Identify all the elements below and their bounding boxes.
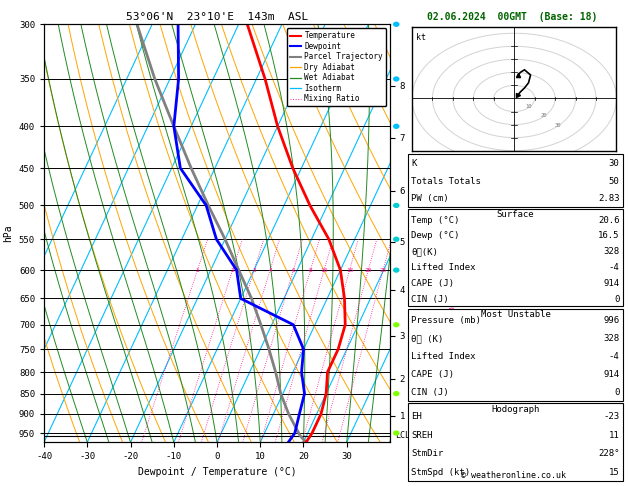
Text: 2: 2 <box>231 268 235 273</box>
Text: EH: EH <box>411 412 422 421</box>
Text: CAPE (J): CAPE (J) <box>411 279 454 288</box>
Text: 6: 6 <box>291 268 295 273</box>
Text: 3: 3 <box>252 268 256 273</box>
Text: 328: 328 <box>603 247 620 256</box>
Text: 20: 20 <box>540 113 547 118</box>
Text: -23: -23 <box>603 412 620 421</box>
Text: 25: 25 <box>379 268 387 273</box>
Text: 328: 328 <box>603 334 620 344</box>
Text: Dewp (°C): Dewp (°C) <box>411 231 460 241</box>
Text: 20: 20 <box>365 268 372 273</box>
Text: © weatheronline.co.uk: © weatheronline.co.uk <box>462 470 566 480</box>
Text: Lifted Index: Lifted Index <box>411 263 476 272</box>
Text: θᴇ(K): θᴇ(K) <box>411 247 438 256</box>
Text: θᴇ (K): θᴇ (K) <box>411 334 443 344</box>
Text: Mixing Ratio (g/kg): Mixing Ratio (g/kg) <box>448 236 457 331</box>
Text: 10: 10 <box>526 104 532 109</box>
Text: K: K <box>411 159 417 168</box>
Text: 30: 30 <box>555 122 562 128</box>
Text: -4: -4 <box>609 352 620 362</box>
Text: PW (cm): PW (cm) <box>411 194 449 203</box>
Text: CIN (J): CIN (J) <box>411 388 449 398</box>
Text: Surface: Surface <box>497 210 534 220</box>
Text: 10: 10 <box>320 268 328 273</box>
Y-axis label: km
ASL: km ASL <box>416 233 433 253</box>
Text: Most Unstable: Most Unstable <box>481 310 550 319</box>
Text: Hodograph: Hodograph <box>491 405 540 414</box>
Text: 02.06.2024  00GMT  (Base: 18): 02.06.2024 00GMT (Base: 18) <box>428 12 598 22</box>
Legend: Temperature, Dewpoint, Parcel Trajectory, Dry Adiabat, Wet Adiabat, Isotherm, Mi: Temperature, Dewpoint, Parcel Trajectory… <box>287 28 386 106</box>
Text: 16.5: 16.5 <box>598 231 620 241</box>
Text: kt: kt <box>416 33 426 42</box>
Text: 30: 30 <box>609 159 620 168</box>
Text: 2.83: 2.83 <box>598 194 620 203</box>
Text: 228°: 228° <box>598 450 620 458</box>
Y-axis label: hPa: hPa <box>3 225 13 242</box>
Text: 1: 1 <box>196 268 199 273</box>
Text: StmSpd (kt): StmSpd (kt) <box>411 468 470 477</box>
Text: Totals Totals: Totals Totals <box>411 177 481 186</box>
Text: StmDir: StmDir <box>411 450 443 458</box>
Text: 996: 996 <box>603 316 620 326</box>
Text: 11: 11 <box>609 431 620 439</box>
Text: 20.6: 20.6 <box>598 216 620 225</box>
Text: Pressure (mb): Pressure (mb) <box>411 316 481 326</box>
Text: 0: 0 <box>614 388 620 398</box>
Text: Temp (°C): Temp (°C) <box>411 216 460 225</box>
Text: 914: 914 <box>603 279 620 288</box>
Text: 8: 8 <box>309 268 313 273</box>
Text: -4: -4 <box>609 263 620 272</box>
Text: CAPE (J): CAPE (J) <box>411 370 454 380</box>
Text: 50: 50 <box>609 177 620 186</box>
Text: SREH: SREH <box>411 431 433 439</box>
X-axis label: Dewpoint / Temperature (°C): Dewpoint / Temperature (°C) <box>138 467 296 477</box>
Text: LCL: LCL <box>396 431 411 440</box>
Text: 4: 4 <box>268 268 272 273</box>
Title: 53°06'N  23°10'E  143m  ASL: 53°06'N 23°10'E 143m ASL <box>126 12 308 22</box>
Text: 15: 15 <box>609 468 620 477</box>
Text: CIN (J): CIN (J) <box>411 295 449 304</box>
Text: 15: 15 <box>346 268 353 273</box>
Text: Lifted Index: Lifted Index <box>411 352 476 362</box>
Text: 914: 914 <box>603 370 620 380</box>
Text: 0: 0 <box>614 295 620 304</box>
